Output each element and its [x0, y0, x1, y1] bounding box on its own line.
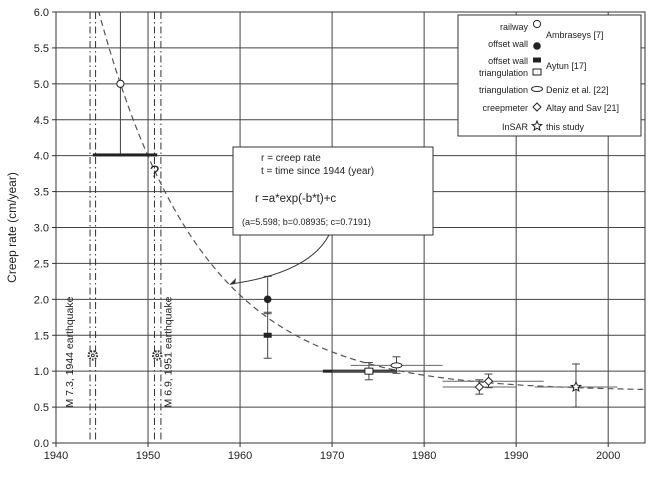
x-tick-label: 1970: [320, 450, 344, 462]
insar-gear-marker: [151, 350, 163, 361]
earthquake-label-1951: M 6.9, 1951 earthquake: [162, 296, 174, 407]
legend-marker-star: [530, 119, 544, 132]
legend-marker-open-ellipse: [531, 86, 543, 92]
x-tick-label: 1960: [228, 450, 252, 462]
y-tick-label: 3.0: [34, 223, 49, 235]
data-point-open-rect: [364, 367, 374, 375]
legend-label: InSAR: [502, 122, 529, 132]
legend-label: offset wall: [488, 39, 528, 49]
legend-label: triangulation: [479, 85, 528, 95]
y-axis-label: Creep rate (cm/year): [5, 172, 19, 283]
y-tick-label: 5.0: [34, 79, 49, 91]
gear-hub: [155, 353, 160, 358]
legend-source: Altay and Sav [21]: [546, 103, 619, 113]
legend-marker-open-circle: [532, 19, 542, 29]
x-tick-label: 1980: [412, 450, 436, 462]
y-tick-label: 2.0: [34, 294, 49, 306]
legend-frame: [457, 14, 642, 137]
question-mark: ?: [150, 162, 159, 181]
x-tick-label: 1950: [136, 450, 160, 462]
y-tick-label: 3.5: [34, 187, 49, 199]
legend-marker-open-diamond: [532, 102, 542, 112]
y-tick-label: 4.5: [34, 115, 49, 127]
y-tick-label: 4.0: [34, 151, 49, 163]
data-point-filled-circle: [263, 295, 272, 304]
insar-gear-marker: [87, 350, 99, 361]
data-point-open-diamond: [474, 382, 485, 392]
earthquake-label-1944: M 7.3, 1944 earthquake: [64, 296, 76, 407]
legend-marker-open-rect: [532, 68, 542, 76]
data-point-open-circle: [116, 79, 125, 88]
formula-arrowhead: [229, 277, 237, 285]
y-tick-label: 0.5: [34, 402, 49, 414]
formula-box-formula: r =a*exp(-b*t)+c: [255, 193, 336, 205]
axis-ticks: 1940 1950 1960 1970 1980 1990 2000 0.0 0.5 1.0 1.5…: [34, 7, 621, 462]
formula-arrow: [230, 234, 330, 285]
legend-marker-filled-rect: [533, 57, 541, 63]
formula-box-frame: [232, 146, 434, 236]
formula-box-line2: t = time since 1944 (year): [261, 166, 374, 177]
y-tick-label: 6.0: [34, 7, 49, 19]
legend-items: railway offset wall Ambraseys [7] offset wa…: [479, 19, 619, 132]
data-points: [87, 11, 618, 408]
data-point-star: [569, 380, 582, 393]
data-point-filled-rect: [263, 332, 272, 338]
x-tick-label: 1990: [504, 450, 528, 462]
legend-label: offset wall: [488, 56, 528, 66]
legend-source: Ambraseys [7]: [546, 30, 604, 40]
y-tick-label: 1.0: [34, 366, 49, 378]
formula-box: r = creep rate t = time since 1944 (year…: [232, 146, 434, 236]
x-tick-label: 2000: [596, 450, 620, 462]
earthquake-label-1951-text: M 6.9, 1951 earthquake: [162, 296, 174, 407]
y-tick-label: 5.5: [34, 43, 49, 55]
formula-box-line1: r = creep rate: [261, 153, 321, 164]
legend-marker-filled-circle: [533, 42, 541, 50]
legend-source: Deniz et al. [22]: [546, 85, 609, 95]
legend: railway offset wall Ambraseys [7] offset wa…: [457, 14, 642, 137]
earthquake-lines: [89, 12, 162, 443]
legend-source: this study: [546, 122, 585, 132]
y-tick-label: 0.0: [34, 438, 49, 450]
legend-source: Aytun [17]: [546, 61, 586, 71]
legend-label: creepmeter: [482, 103, 528, 113]
legend-label: triangulation: [479, 68, 528, 78]
gear-hub: [90, 353, 95, 358]
data-point-open-ellipse: [390, 362, 403, 369]
y-tick-label: 1.5: [34, 330, 49, 342]
formula-box-params: (a=5.598; b=0.08935; c=0.7191): [242, 217, 371, 227]
x-tick-label: 1940: [44, 450, 68, 462]
y-tick-label: 2.5: [34, 258, 49, 270]
data-point-open-diamond: [483, 376, 494, 386]
legend-label: railway: [500, 22, 529, 32]
earthquake-label-1944-text: M 7.3, 1944 earthquake: [64, 296, 76, 407]
range-bar: [92, 153, 158, 157]
